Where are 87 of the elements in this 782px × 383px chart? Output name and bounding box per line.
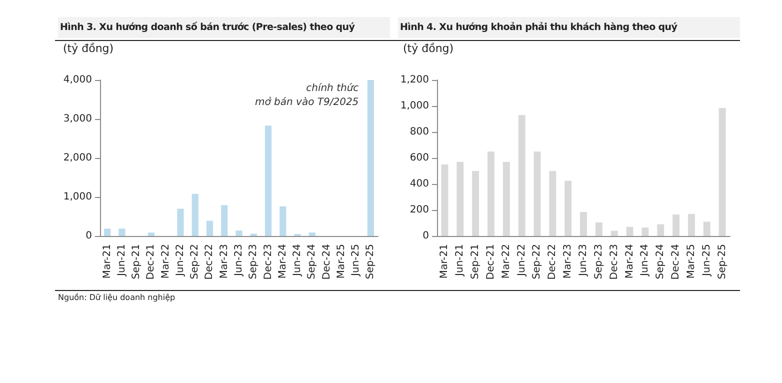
bar [236,230,242,236]
y-tick-label: 0 [86,230,92,242]
x-tick-label: Mar-22 [160,244,172,279]
y-tick-label: 4,000 [63,74,92,86]
bar [534,152,541,236]
x-tick-label: Sep-25 [365,244,376,280]
x-tick-label: Sep-22 [190,244,201,280]
x-tick-label: Jun-24 [640,244,651,277]
y-tick-label: 1,000 [63,192,92,202]
y-tick-label: 3,000 [63,114,92,124]
x-tick-label: Sep-21 [470,244,482,280]
x-tick-label: Jun-21 [454,244,466,277]
bar [280,206,286,236]
y-tick-label: 600 [410,152,429,164]
x-tick-label: Dec-21 [485,244,496,280]
bar [688,214,695,236]
x-tick-label: Jun-24 [292,244,304,277]
bar [657,224,664,236]
bar [580,212,587,236]
x-tick-label: Mar-25 [686,244,697,279]
x-tick-label: Dec-23 [608,244,620,280]
x-tick-label: Sep-23 [248,244,260,280]
x-tick-label: Mar-23 [562,244,574,279]
bar [703,222,710,236]
x-tick-label: Sep-21 [131,244,142,280]
x-tick-label: Sep-24 [655,244,666,280]
y-tick-label: 400 [410,178,429,190]
x-tick-label: Mar-25 [336,244,347,279]
x-tick-label: Mar-21 [102,244,113,279]
bar [148,232,155,236]
bar [192,194,198,236]
bar [456,162,464,236]
x-tick-label: Jun-22 [174,244,186,277]
bar [642,228,649,236]
bar [518,115,526,236]
bar [626,226,634,236]
x-tick-label: Mar-23 [218,244,230,279]
x-tick-label: Dec-23 [262,244,274,280]
bar [118,228,126,236]
bar [502,162,510,236]
bar [264,126,272,236]
x-tick-label: Mar-22 [500,244,512,279]
x-tick-label: Mar-24 [624,244,636,279]
y-axis-title: (tỷ đồng) [403,42,454,55]
bar [549,171,556,236]
bar [718,108,726,236]
bar [177,208,184,236]
x-tick-label: Jun-21 [116,244,128,277]
bar [367,80,374,236]
bar [221,205,228,236]
y-tick-label: 2,000 [63,152,92,164]
x-tick-label: Dec-24 [670,244,682,280]
x-tick-label: Mar-24 [277,244,288,279]
x-tick-label: Mar-21 [439,244,450,279]
x-tick-label: Jun-25 [350,244,362,277]
bar [488,152,494,236]
y-tick-label: 0 [422,230,429,242]
x-tick-label: Sep-23 [593,244,604,280]
x-tick-label: Dec-22 [204,244,216,280]
x-tick-label: Jun-22 [516,244,528,277]
x-tick-label: Sep-22 [532,244,543,280]
y-tick-label: 1,000 [400,100,429,112]
x-tick-label: Sep-24 [306,244,318,280]
x-tick-label: Jun-23 [578,244,589,277]
chart-title: Hình 4. Xu hướng khoản phải thu khách hàng theo quý [398,17,740,38]
bar [206,220,214,236]
x-tick-label: Jun-25 [701,244,712,277]
y-tick-label: 200 [410,204,429,216]
x-tick-label: Sep-25 [716,244,728,280]
y-tick-label: 1,200 [400,74,429,86]
bar [472,171,480,236]
chart-title: Hình 3. Xu hướng doanh số bán trước (Pre-sales) theo quý [58,17,390,38]
bar [441,164,448,236]
bar [308,232,316,236]
x-tick-label: Jun-23 [234,244,244,277]
x-tick-label: Dec-22 [547,244,558,280]
bar [564,180,572,236]
y-tick-label: 800 [410,126,429,138]
text: Nguồn: Dữ liệu doanh nghiệp [58,293,176,302]
x-tick-label: Dec-24 [321,244,332,280]
bar [595,222,602,236]
bar [104,228,111,236]
x-tick-label: Dec-21 [146,244,157,280]
bar [672,214,680,236]
y-axis-title: (tỷ đồng) [63,42,114,55]
bar [610,230,618,236]
annotation: chính thức mở bán vào T9/2025 [255,83,360,108]
